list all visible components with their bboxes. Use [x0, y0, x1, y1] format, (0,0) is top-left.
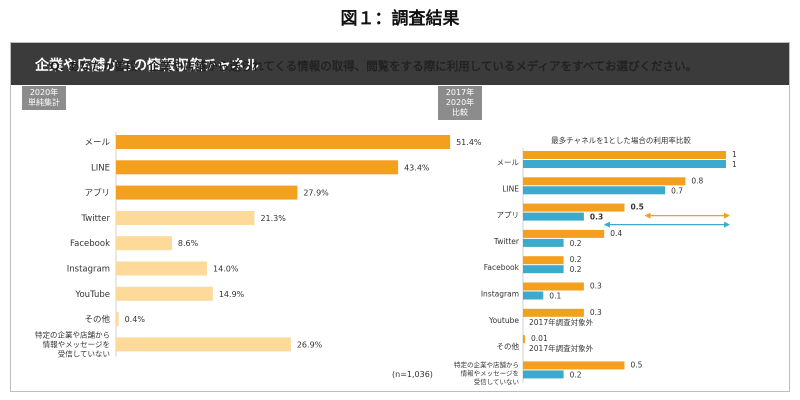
left-value-label-7: 14.9% [219, 290, 245, 299]
left-category-label-1: メール [84, 138, 110, 148]
right-bar-2020-9 [523, 370, 564, 379]
left-category-label-5: Facebook [70, 239, 110, 249]
left-value-label-3: 27.9% [303, 189, 329, 198]
right-bar-2017-9 [523, 361, 625, 370]
right-value-2017-9: 0.5 [631, 360, 643, 369]
right-bar-2020-1 [523, 160, 726, 168]
right-bar-2017-4 [523, 229, 605, 238]
right-value-2017-2: 0.8 [691, 176, 703, 185]
right-value-2017-7: 0.3 [590, 308, 602, 317]
arrow-blue-head-right [724, 221, 730, 228]
left-category-label-3: アプリ [84, 189, 110, 199]
left-bar-7 [116, 286, 213, 301]
right-category-label-7: Youtube [488, 316, 519, 325]
right-bar-2020-2 [523, 186, 666, 195]
right-category-label-1: メール [497, 158, 520, 167]
right-category-label-9-line-2: 情報やメッセージを [461, 369, 519, 378]
arrow-orange-head-left [644, 212, 651, 219]
left-tag-line-1: 2020年 [29, 88, 59, 97]
right-value-2020-9: 0.2 [570, 370, 582, 379]
right-category-label-2: LINE [502, 184, 519, 193]
right-value-2017-5: 0.2 [570, 255, 582, 264]
left-bar-5 [116, 236, 172, 251]
left-value-label-9: 26.9% [297, 340, 323, 349]
left-category-label-9-line-1: 特定の企業や店舗から [35, 330, 110, 340]
left-category-label-6: Instagram [67, 265, 110, 275]
right-value-2017-4: 0.4 [610, 229, 622, 238]
left-category-label-4: Twitter [81, 214, 111, 224]
right-bar-2017-1 [523, 151, 726, 159]
right-bar-2020-4 [523, 238, 564, 247]
right-category-label-8: その他 [497, 341, 520, 351]
right-bar-2017-8 [523, 335, 526, 344]
right-value-2020-6: 0.1 [549, 292, 561, 301]
left-value-label-4: 21.3% [260, 214, 286, 223]
right-value-2017-6: 0.3 [590, 282, 602, 291]
question-text: Q. あなたが普段、企業や店舗から送られてくる情報の取得、閲覧をする際に利用して… [50, 59, 697, 73]
left-value-label-6: 14.0% [213, 265, 239, 274]
left-bar-4 [116, 210, 255, 225]
left-tag-line-2: 単純集計 [28, 98, 60, 107]
right-value-2020-3: 0.3 [590, 213, 603, 222]
left-value-label-8: 0.4% [125, 315, 146, 324]
right-value-2020-8: 2017年調査対象外 [529, 343, 594, 353]
header-bar: 企業や店舗からの情報収集チャネル [11, 43, 789, 85]
right-bar-2017-5 [523, 256, 564, 265]
right-bar-2020-6 [523, 291, 544, 300]
right-bar-2017-6 [523, 282, 584, 291]
right-value-2020-4: 0.2 [570, 239, 582, 248]
right-bar-2017-7 [523, 308, 584, 317]
arrow-blue-head-left [603, 221, 610, 228]
left-bar-2 [116, 160, 399, 175]
right-value-2020-2: 0.7 [671, 186, 683, 195]
left-value-label-2: 43.4% [404, 163, 430, 172]
right-tag-line-3: 比較 [452, 108, 468, 117]
header-title: 企業や店舗からの情報収集チャネル [35, 58, 259, 74]
left-bar-1 [116, 135, 451, 149]
left-category-label-7: YouTube [74, 290, 110, 300]
right-value-2017-1: 1 [732, 150, 737, 159]
left-value-label-1: 51.4% [456, 138, 482, 147]
arrow-orange-head-right [724, 212, 730, 219]
right-bar-2017-3 [523, 203, 625, 212]
right-value-2017-3: 0.5 [631, 203, 644, 212]
right-tag-line-2: 2020年 [445, 98, 475, 107]
right-category-label-5: Facebook [484, 263, 520, 272]
left-category-label-2: LINE [91, 163, 110, 173]
right-category-label-9-line-1: 特定の企業や店舗から [454, 360, 519, 369]
left-bar-9 [116, 337, 291, 352]
left-note-n: (n=1,036) [392, 370, 433, 379]
left-bar-8 [116, 312, 119, 327]
left-bar-6 [116, 261, 207, 276]
right-value-2020-7: 2017年調査対象外 [529, 317, 594, 327]
right-bar-2017-2 [523, 177, 686, 186]
left-category-label-9-line-3: 受信していない [58, 349, 110, 359]
left-value-label-5: 8.6% [178, 239, 199, 248]
left-chart-tag: 2020年 単純集計 [22, 86, 66, 110]
left-category-label-8: その他 [84, 314, 110, 325]
right-category-label-4: Twitter [493, 237, 520, 246]
left-bar-3 [116, 185, 298, 200]
figure-title: 図１：調査結果 [340, 9, 460, 29]
right-category-label-3: アプリ [497, 211, 520, 220]
right-bar-2020-3 [523, 212, 584, 221]
right-bar-2020-5 [523, 265, 564, 274]
right-value-2020-5: 0.2 [570, 265, 582, 274]
right-value-2017-8: 0.01 [531, 334, 548, 343]
right-chart-tag: 2017年 2020年 比較 [438, 86, 482, 120]
right-tag-line-1: 2017年 [445, 88, 475, 97]
left-category-label-9-line-2: 情報やメッセージを [43, 339, 110, 349]
right-value-2020-1: 1 [732, 160, 737, 169]
right-category-label-6: Instagram [481, 290, 519, 299]
right-category-label-9-line-3: 受信していない [474, 377, 519, 386]
right-chart-title: 最多チャネルを1とした場合の利用率比較 [551, 135, 691, 145]
